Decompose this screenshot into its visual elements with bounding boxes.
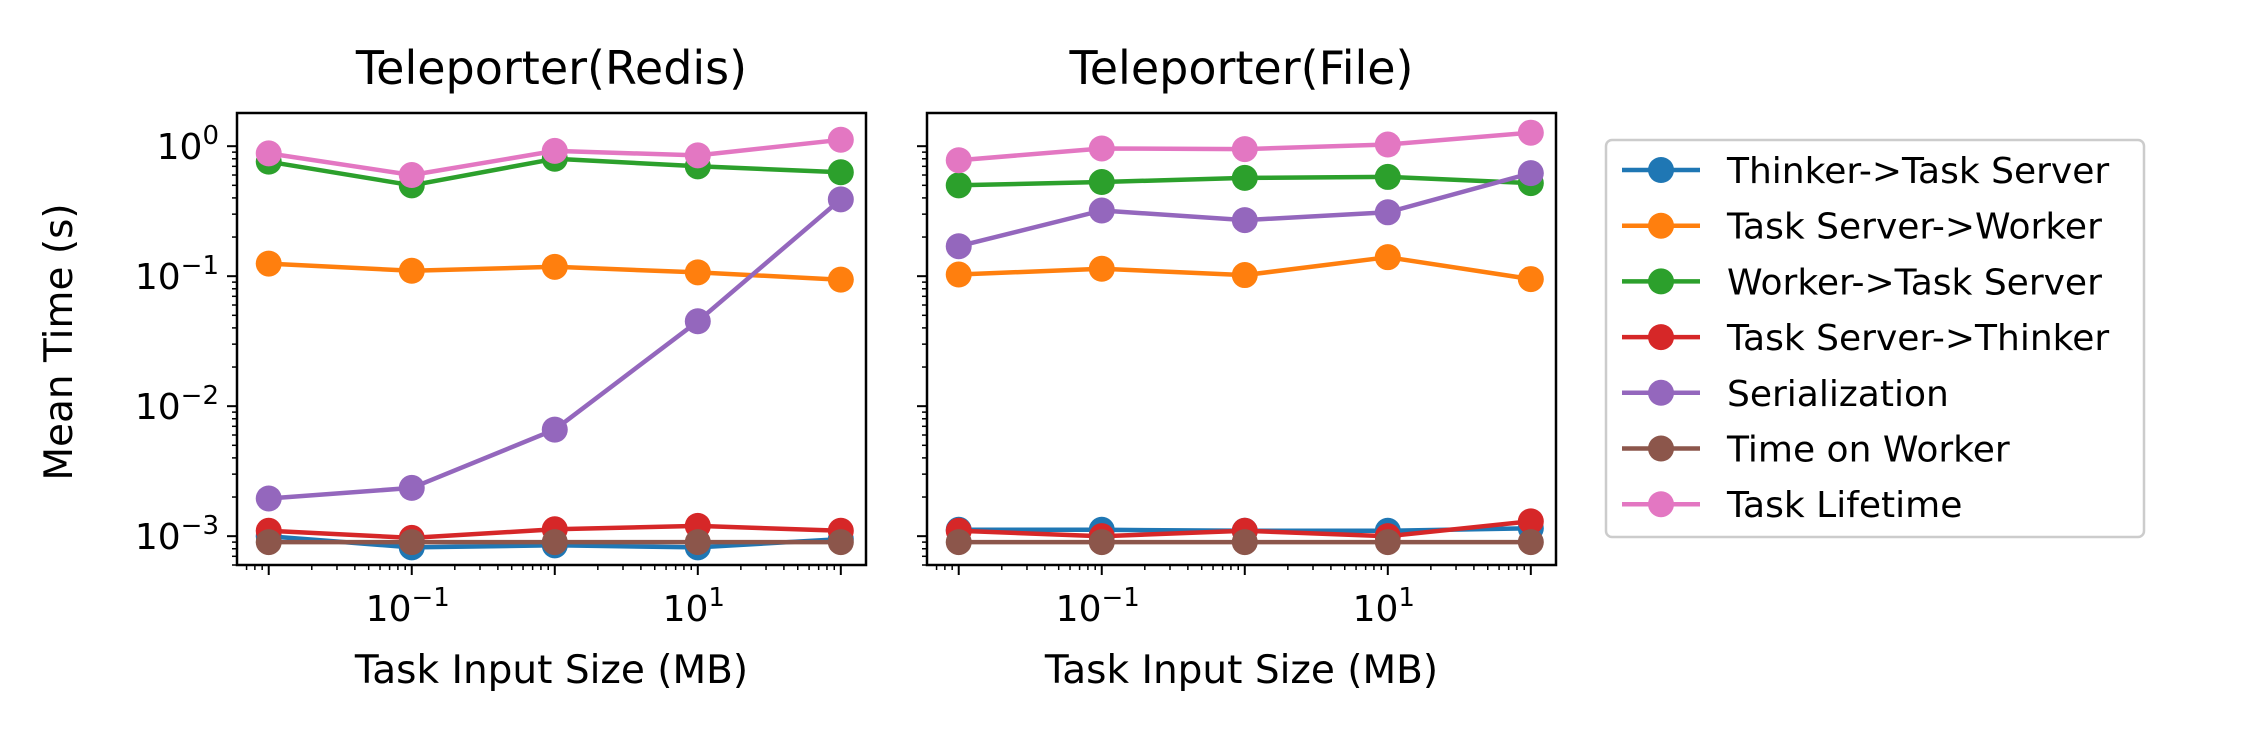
- data-point: [1374, 199, 1401, 226]
- data-point: [1374, 131, 1401, 158]
- data-point: [541, 253, 568, 280]
- legend-entry: Task Server->Worker: [1622, 207, 2102, 248]
- x-tick-label: 10−1: [366, 583, 450, 630]
- data-point: [1517, 508, 1544, 535]
- legend-marker: [1648, 324, 1674, 351]
- series-group: [945, 163, 1544, 199]
- data-point: [827, 159, 854, 186]
- plot-frame: [925, 111, 1558, 567]
- x-tick-label: 10−1: [1056, 583, 1140, 630]
- data-point: [945, 529, 972, 556]
- data-point: [684, 529, 711, 556]
- data-point: [541, 529, 568, 556]
- legend-label: Worker->Task Server: [1727, 262, 2102, 303]
- legend-marker: [1648, 157, 1674, 183]
- chart-panel-1: Teleporter(Redis) 10−1 101 100 10−1 10−2 10−3 T…: [135, 41, 868, 693]
- data-point: [1517, 266, 1544, 293]
- legend-entry: Worker->Task Server: [1622, 262, 2102, 303]
- series-group: [945, 160, 1544, 260]
- data-point: [1517, 119, 1544, 146]
- legend-label: Task Server->Thinker: [1726, 318, 2109, 359]
- data-point: [684, 308, 711, 335]
- legend-marker: [1648, 268, 1674, 295]
- chart-title: Teleporter(File): [1068, 41, 1413, 95]
- data-point: [945, 147, 972, 174]
- chart-panel-2: Teleporter(File) 10−1 101 Task Input Size (…: [917, 41, 1558, 693]
- legend-entry: Serialization: [1622, 374, 1949, 415]
- legend-entry: Thinker->Task Server: [1622, 151, 2109, 192]
- data-point: [255, 140, 282, 167]
- data-point: [398, 162, 425, 189]
- legend-marker: [1648, 435, 1674, 462]
- data-point: [1231, 207, 1258, 234]
- data-point: [255, 529, 282, 556]
- series-group: [945, 119, 1544, 174]
- data-point: [1374, 529, 1401, 556]
- data-point: [1231, 529, 1258, 556]
- legend-entry: Task Server->Thinker: [1622, 318, 2109, 359]
- data-point: [827, 186, 854, 213]
- legend-marker: [1648, 212, 1674, 239]
- data-point: [1088, 169, 1115, 196]
- data-point: [541, 416, 568, 443]
- legend-entry: Time on Worker: [1622, 430, 2010, 471]
- y-tick-label: 10−1: [135, 251, 219, 298]
- data-point: [1231, 262, 1258, 289]
- data-point: [827, 126, 854, 153]
- data-point: [684, 142, 711, 169]
- data-point: [1231, 164, 1258, 191]
- series-group: [945, 244, 1544, 293]
- legend-marker: [1648, 379, 1674, 406]
- series-group: [255, 186, 854, 512]
- legend-label: Task Server->Worker: [1726, 207, 2102, 248]
- legend-label: Thinker->Task Server: [1726, 151, 2109, 192]
- data-point: [1088, 255, 1115, 282]
- chart-panels: Teleporter(Redis) 10−1 101 100 10−1 10−2 10−3 T…: [135, 41, 1558, 693]
- plot-frame: [235, 111, 868, 567]
- series-group: [255, 126, 854, 189]
- legend-label: Serialization: [1727, 374, 1949, 415]
- y-axis-label: Mean Time (s): [37, 203, 82, 480]
- data-point: [945, 261, 972, 288]
- series-line: [268, 197, 843, 501]
- legend: Thinker->Task Server Task Server->Worker W…: [1604, 138, 2146, 539]
- data-point: [398, 257, 425, 284]
- legend-label: Time on Worker: [1726, 430, 2010, 471]
- y-tick-label: 10−3: [135, 511, 219, 558]
- series-group: [255, 250, 854, 293]
- data-point: [945, 172, 972, 199]
- series-group: [255, 529, 854, 556]
- data-point: [1088, 529, 1115, 556]
- x-axis-label: Task Input Size (MB): [354, 648, 748, 693]
- legend-marker: [1648, 491, 1674, 518]
- data-point: [1374, 244, 1401, 271]
- data-point: [1517, 160, 1544, 187]
- chart-title: Teleporter(Redis): [355, 41, 747, 95]
- data-point: [541, 137, 568, 164]
- data-point: [827, 266, 854, 293]
- data-point: [398, 474, 425, 501]
- data-point: [684, 259, 711, 286]
- x-tick-label: 101: [1353, 583, 1415, 630]
- legend-entry: Task Lifetime: [1622, 485, 1962, 526]
- data-point: [827, 529, 854, 556]
- legend-box: [1604, 138, 2146, 539]
- legend-label: Task Lifetime: [1726, 485, 1962, 526]
- x-tick-label: 101: [663, 583, 725, 630]
- data-point: [398, 529, 425, 556]
- data-point: [1088, 135, 1115, 162]
- data-point: [1088, 197, 1115, 224]
- series-group: [945, 529, 1544, 556]
- data-point: [255, 250, 282, 277]
- y-tick-label: 10−2: [135, 381, 219, 428]
- y-tick-label: 100: [157, 121, 219, 168]
- x-axis-label: Task Input Size (MB): [1044, 648, 1438, 693]
- data-point: [1374, 163, 1401, 190]
- data-point: [1231, 136, 1258, 163]
- data-point: [945, 233, 972, 260]
- data-point: [255, 485, 282, 512]
- data-point: [1517, 529, 1544, 556]
